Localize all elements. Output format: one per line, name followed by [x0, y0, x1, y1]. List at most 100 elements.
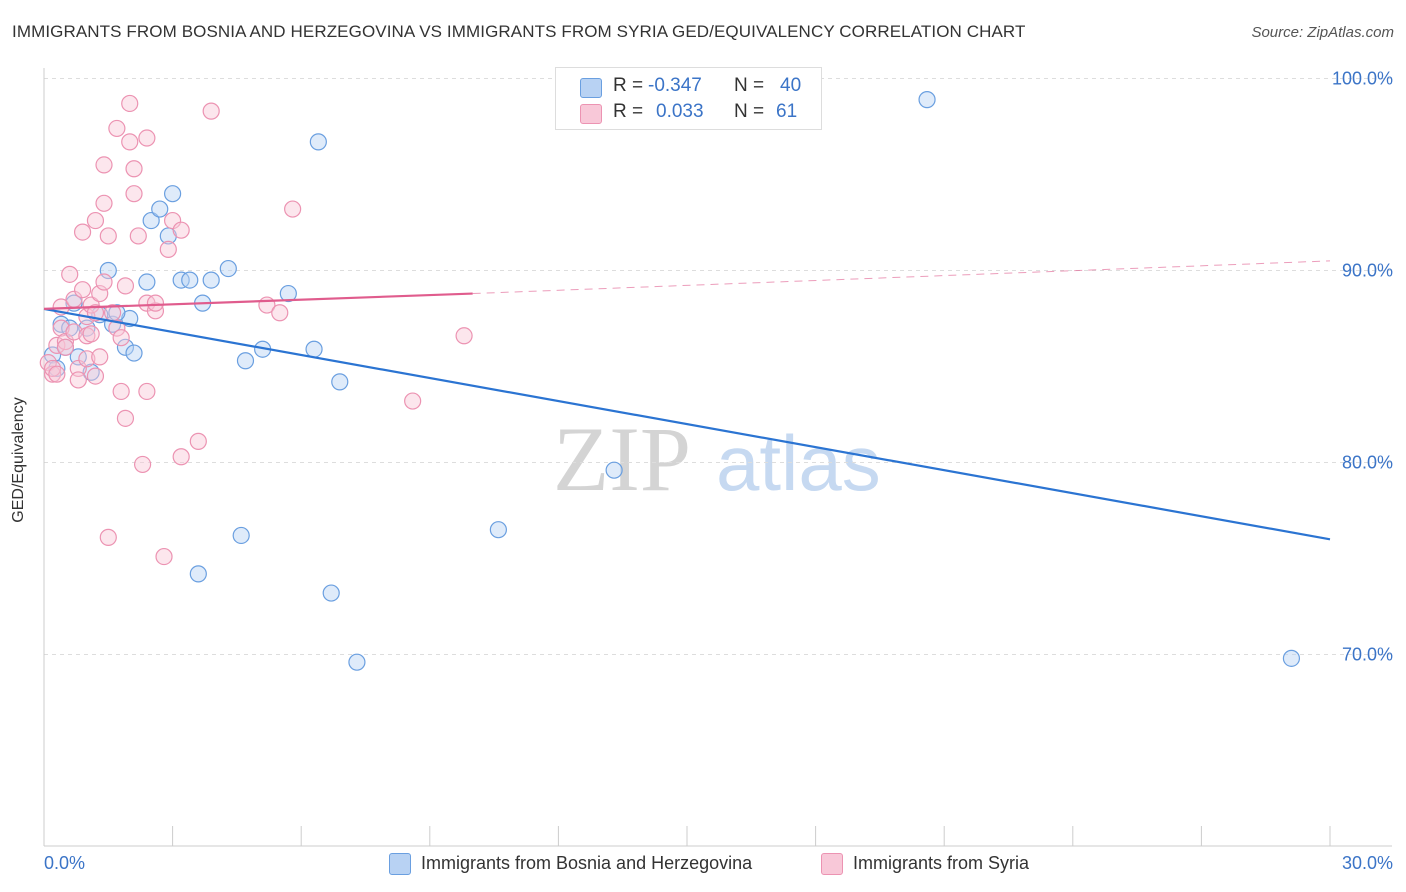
point-syria [56, 332, 75, 351]
point-syria [73, 281, 92, 299]
point-bosnia [151, 200, 169, 218]
legend-swatch-syria [821, 853, 843, 875]
stats-row-bosnia: R = -0.347 N = 40 [556, 75, 821, 101]
point-syria [116, 277, 135, 295]
point-syria [86, 211, 105, 230]
point-bosnia [181, 271, 199, 289]
point-syria [172, 448, 190, 466]
point-syria [73, 223, 92, 241]
y-tick-labels: 70.0% 80.0% 90.0% 100.0% [1332, 69, 1393, 665]
point-syria [121, 133, 139, 151]
data-points [39, 91, 1301, 671]
point-syria [284, 200, 302, 218]
point-syria [82, 325, 100, 343]
point-syria [61, 265, 79, 283]
point-syria [404, 392, 422, 410]
point-syria [159, 240, 177, 258]
point-syria [271, 304, 289, 322]
point-bosnia [322, 584, 340, 602]
point-syria [121, 94, 139, 113]
point-syria [48, 365, 66, 383]
point-syria [43, 365, 62, 383]
point-bosnia [108, 304, 126, 322]
stats-r-value: -0.347 [648, 75, 702, 96]
point-bosnia [305, 340, 323, 358]
point-syria [133, 455, 152, 474]
legend: Immigrants from Bosnia and Herzegovina I… [0, 852, 1406, 878]
point-syria [99, 528, 117, 546]
point-syria [95, 156, 113, 174]
point-syria [69, 371, 87, 389]
stats-row-syria: R = 0.033 N = 61 [556, 101, 821, 127]
point-syria [99, 227, 117, 245]
point-syria [65, 323, 83, 341]
trend-lines [43, 260, 1331, 541]
chart-source: Source: ZipAtlas.com [1251, 24, 1394, 41]
stats-n-value: 40 [780, 75, 802, 96]
chart-title: IMMIGRANTS FROM BOSNIA AND HERZEGOVINA V… [12, 22, 1026, 41]
point-bosnia [116, 338, 135, 356]
point-bosnia [489, 521, 507, 539]
point-syria [108, 119, 126, 138]
point-bosnia [138, 273, 156, 291]
stats-n-value: 61 [776, 101, 798, 122]
point-bosnia [309, 133, 327, 151]
point-syria [52, 319, 70, 337]
stats-swatch-bosnia [580, 78, 602, 98]
legend-label-syria: Immigrants from Syria [853, 853, 1030, 873]
point-syria [56, 338, 75, 356]
legend-swatch-bosnia [389, 853, 411, 875]
point-bosnia [219, 259, 237, 278]
point-bosnia [142, 211, 160, 230]
watermark-zip: ZIP [553, 408, 691, 510]
trend-line-bosnia [43, 307, 1331, 541]
point-bosnia [189, 565, 207, 583]
stats-r-label: R = [613, 75, 644, 96]
point-bosnia [232, 526, 250, 545]
point-syria [164, 211, 182, 230]
point-bosnia [348, 653, 366, 671]
point-bosnia [125, 344, 143, 362]
point-bosnia [605, 461, 623, 479]
trend-line-syria [43, 292, 473, 310]
point-bosnia [279, 284, 297, 303]
stats-r-label: R = [613, 101, 644, 122]
point-bosnia [918, 91, 936, 109]
point-bosnia [1282, 649, 1301, 667]
x-tick-labels: 0.0% 30.0% [44, 853, 1393, 873]
point-syria [172, 221, 190, 239]
point-syria [125, 160, 143, 178]
stats-r-value: 0.033 [656, 101, 704, 122]
point-syria [125, 185, 143, 203]
point-syria [116, 409, 135, 427]
point-syria [95, 194, 113, 212]
stats-swatch-syria [580, 104, 602, 124]
point-syria [138, 382, 156, 401]
point-syria [78, 350, 96, 368]
point-bosnia [164, 185, 182, 203]
trend-line-syria-extension [472, 260, 1331, 295]
stats-n-label: N = [734, 75, 765, 96]
stats-n-label: N = [734, 101, 765, 122]
point-syria [155, 547, 173, 566]
point-syria [189, 432, 207, 450]
point-syria [146, 294, 165, 312]
point-syria [91, 348, 109, 366]
x-tick-label: 0.0% [44, 853, 85, 873]
point-syria [112, 382, 130, 401]
x-tick-label: 30.0% [1342, 853, 1393, 873]
point-bosnia [202, 271, 220, 289]
point-syria [202, 102, 220, 120]
point-syria [129, 227, 147, 245]
watermark: ZIP atlas [553, 408, 881, 510]
point-syria [95, 273, 113, 291]
point-syria [112, 329, 130, 347]
point-syria [108, 319, 126, 337]
x-ticks [43, 826, 1331, 846]
stats-box: R = -0.347 N = 40 R = 0.033 N = 61 [555, 67, 822, 130]
axes [43, 68, 1392, 847]
y-tick-label: 70.0% [1342, 645, 1393, 665]
point-syria [86, 367, 105, 385]
point-bosnia [52, 315, 70, 333]
